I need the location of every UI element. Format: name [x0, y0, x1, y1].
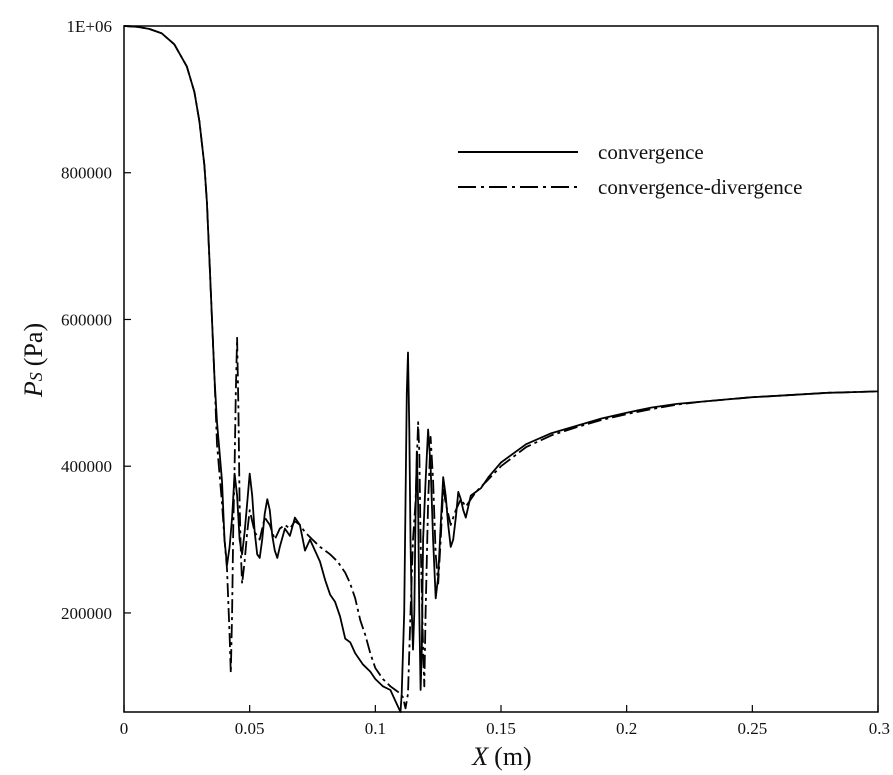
- y-axis-title: PS (Pa): [19, 323, 48, 398]
- y-tick-label: 800000: [61, 164, 112, 183]
- x-tick-label: 0: [120, 719, 129, 738]
- x-tick-label: 0.25: [737, 719, 767, 738]
- legend: convergence convergence-divergence: [458, 140, 802, 199]
- x-tick-label: 0.3: [869, 719, 890, 738]
- series-line-convergence-divergence: [123, 25, 879, 710]
- x-tick-label: 0.2: [616, 719, 637, 738]
- x-tick-label: 0.1: [365, 719, 386, 738]
- series-line-convergence: [123, 25, 879, 713]
- y-tick-label: 600000: [61, 310, 112, 329]
- legend-label-convergence-divergence: convergence-divergence: [598, 175, 802, 199]
- y-axis: 200000 400000 600000 800000 1E+06: [61, 17, 131, 623]
- x-axis-title: X (m): [471, 742, 531, 771]
- y-axis-var: P: [19, 381, 48, 398]
- y-tick-label: 200000: [61, 604, 112, 623]
- legend-label-convergence: convergence: [598, 140, 704, 164]
- x-axis: 0 0.05 0.1 0.15 0.2 0.25 0.3: [120, 705, 890, 738]
- y-axis-unit: (Pa): [19, 323, 48, 366]
- y-tick-label: 400000: [61, 457, 112, 476]
- y-axis-subscript: S: [26, 372, 46, 381]
- x-tick-label: 0.05: [235, 719, 265, 738]
- y-tick-label: 1E+06: [67, 17, 112, 36]
- x-tick-label: 0.15: [486, 719, 516, 738]
- x-axis-var: X: [471, 742, 489, 771]
- series-layer: [123, 25, 879, 713]
- x-axis-unit: (m): [494, 742, 532, 771]
